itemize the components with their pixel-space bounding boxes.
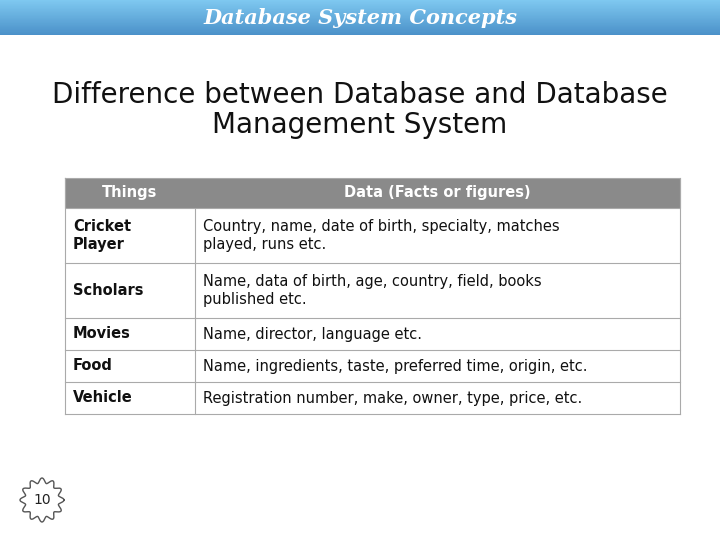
Text: Scholars: Scholars [73,283,143,298]
Text: Difference between Database and Database: Difference between Database and Database [52,81,668,109]
Text: Movies: Movies [73,327,131,341]
Text: Database System Concepts: Database System Concepts [203,8,517,28]
Text: Name, data of birth, age, country, field, books
published etc.: Name, data of birth, age, country, field… [203,274,541,307]
Text: Food: Food [73,359,113,374]
Text: Name, director, language etc.: Name, director, language etc. [203,327,422,341]
Text: Management System: Management System [212,111,508,139]
Text: Cricket
Player: Cricket Player [73,219,131,252]
Text: Vehicle: Vehicle [73,390,132,406]
Text: Data (Facts or figures): Data (Facts or figures) [344,186,531,200]
Text: Country, name, date of birth, specialty, matches
played, runs etc.: Country, name, date of birth, specialty,… [203,219,559,252]
Text: Name, ingredients, taste, preferred time, origin, etc.: Name, ingredients, taste, preferred time… [203,359,588,374]
Polygon shape [20,478,64,522]
Text: 10: 10 [33,493,51,507]
Text: Registration number, make, owner, type, price, etc.: Registration number, make, owner, type, … [203,390,582,406]
Text: Things: Things [102,186,158,200]
